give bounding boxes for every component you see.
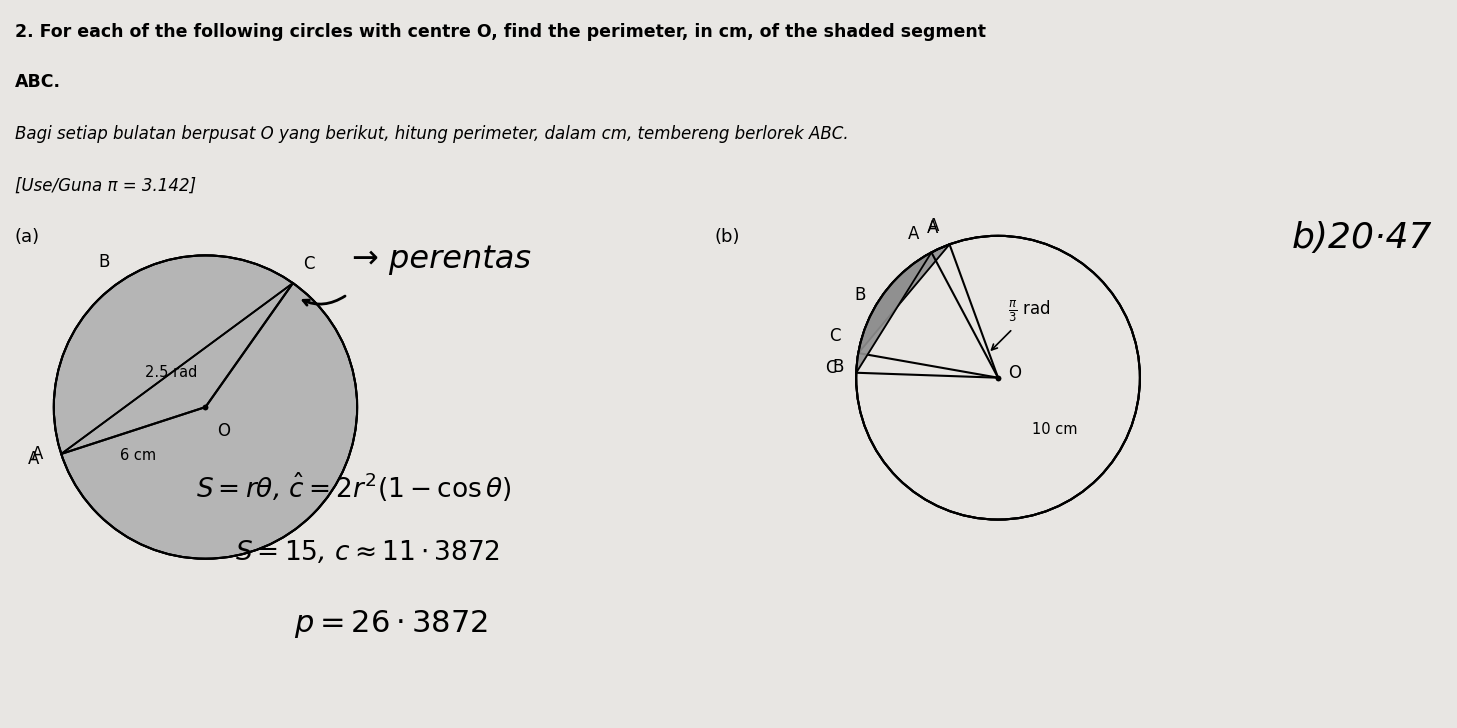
Text: A: A — [928, 217, 940, 234]
Text: (a): (a) — [15, 228, 39, 246]
Text: $S=15$, $c\approx11\cdot3872$: $S=15$, $c\approx11\cdot3872$ — [235, 539, 500, 566]
Text: B: B — [832, 358, 844, 376]
Polygon shape — [858, 245, 950, 353]
Text: B: B — [98, 253, 109, 271]
Text: (b): (b) — [714, 228, 740, 246]
Text: $\frac{\pi}{3}$ rad: $\frac{\pi}{3}$ rad — [1008, 298, 1050, 324]
Text: A: A — [908, 225, 919, 242]
Text: B: B — [854, 285, 865, 304]
Text: A: A — [927, 218, 938, 237]
Polygon shape — [61, 283, 357, 558]
Text: A: A — [32, 445, 44, 463]
Text: Bagi setiap bulatan berpusat O yang berikut, hitung perimeter, dalam cm, tembere: Bagi setiap bulatan berpusat O yang beri… — [15, 125, 848, 143]
Text: $p=26\cdot3872$: $p=26\cdot3872$ — [293, 608, 488, 640]
Text: O: O — [1008, 364, 1021, 381]
Text: O: O — [217, 422, 230, 440]
Text: 2. For each of the following circles with centre O, find the perimeter, in cm, o: 2. For each of the following circles wit… — [15, 23, 986, 41]
Text: $S=r\theta$, $\hat{c}=2r^2(1-\cos\theta)$: $S=r\theta$, $\hat{c}=2r^2(1-\cos\theta)… — [195, 471, 511, 504]
Text: → perentas: → perentas — [353, 244, 532, 275]
Text: 2.5 rad: 2.5 rad — [146, 365, 197, 380]
Text: C: C — [303, 256, 315, 273]
Text: b)20·47: b)20·47 — [1291, 221, 1432, 255]
Polygon shape — [54, 256, 293, 454]
Text: A: A — [28, 450, 39, 468]
Text: C: C — [829, 327, 841, 345]
Text: 10 cm: 10 cm — [1033, 422, 1078, 437]
Text: ABC.: ABC. — [15, 74, 61, 92]
Polygon shape — [857, 253, 931, 373]
Text: [Use/Guna π = 3.142]: [Use/Guna π = 3.142] — [15, 177, 195, 195]
Text: C: C — [825, 359, 836, 377]
Text: 6 cm: 6 cm — [119, 448, 156, 463]
